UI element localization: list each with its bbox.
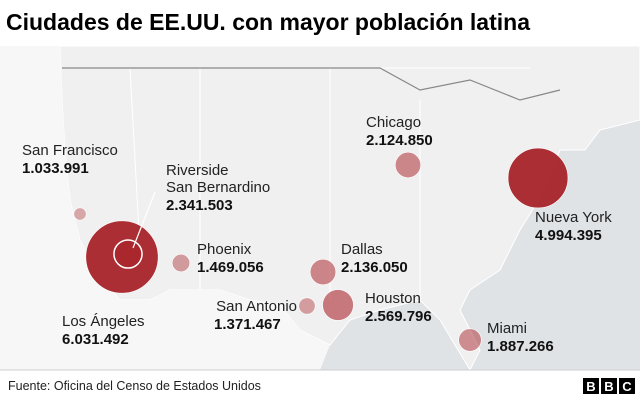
city-population: 1.371.467 (214, 316, 281, 333)
city-name: Los Ángeles (62, 313, 145, 330)
city-population: 2.341.503 (166, 197, 233, 214)
city-name: Miami (487, 320, 527, 337)
city-name: Nueva York (535, 209, 612, 226)
city-name-line: Riverside (166, 162, 229, 179)
bubbles (73, 147, 569, 352)
city-bubble (73, 207, 87, 221)
city-bubble (322, 289, 354, 321)
city-name: San Francisco (22, 142, 118, 159)
title: Ciudades de EE.UU. con mayor población l… (6, 9, 530, 35)
city-bubble (458, 328, 482, 352)
source: Fuente: Oficina del Censo de Estados Uni… (8, 379, 261, 393)
city-population: 1.469.056 (197, 259, 264, 276)
logo-box (619, 378, 635, 394)
logo-letter: B (604, 379, 613, 394)
city-name: Phoenix (197, 241, 252, 258)
city-population: 2.136.050 (341, 259, 408, 276)
city-name: Houston (365, 290, 421, 307)
city-name: Riverside San Bernardino (166, 162, 270, 196)
logo-box (583, 378, 599, 394)
border (62, 67, 561, 101)
city-name: Dallas (341, 241, 383, 258)
mexico-land (0, 46, 330, 370)
city-population: 6.031.492 (62, 331, 129, 348)
city-population: 1.033.991 (22, 160, 89, 177)
city-population: 4.994.395 (535, 227, 602, 244)
city-bubble (507, 147, 569, 209)
city-bubble (309, 258, 337, 286)
leader-line (132, 191, 156, 249)
city-bubble (171, 253, 191, 273)
city-population: 2.569.796 (365, 308, 432, 325)
city-name: Chicago (366, 114, 421, 131)
city-name: San Antonio (216, 298, 297, 315)
logo-letter: B (586, 379, 595, 394)
city-bubble (394, 151, 422, 179)
city-population: 1.887.266 (487, 338, 554, 355)
logo-letter: C (622, 379, 632, 394)
city-name-line: San Bernardino (166, 179, 270, 196)
city-population: 2.124.850 (366, 132, 433, 149)
city-bubble (113, 239, 143, 269)
city-bubble (298, 297, 316, 315)
logo-box (601, 378, 617, 394)
